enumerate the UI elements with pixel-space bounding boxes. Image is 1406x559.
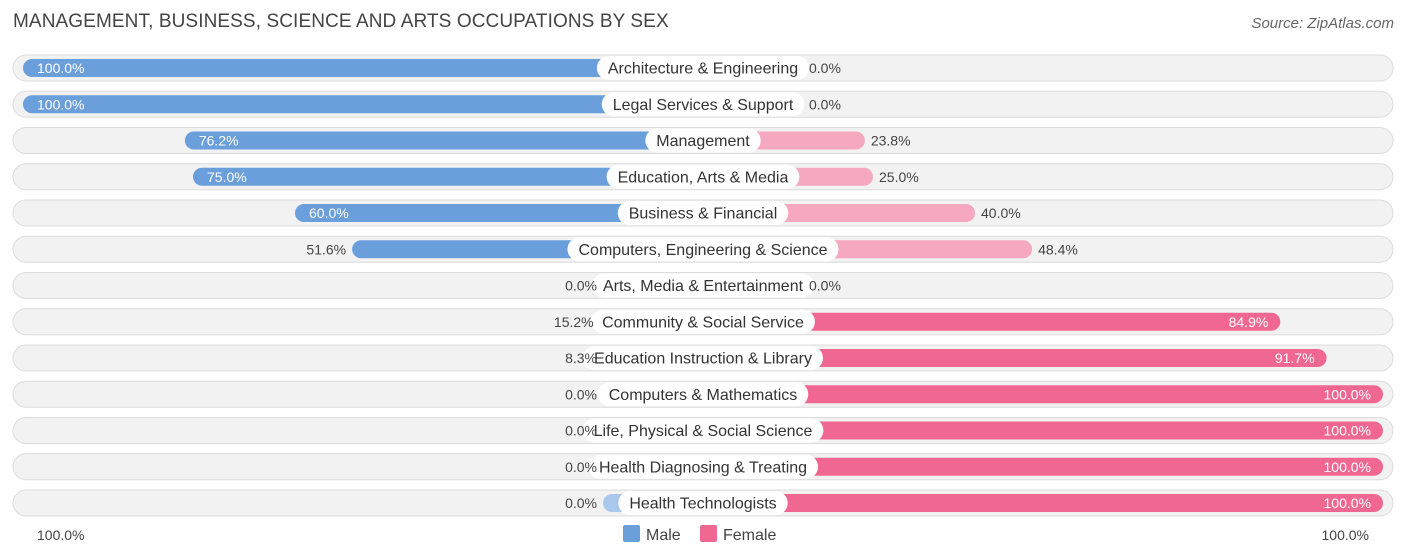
legend-swatch-female <box>700 525 717 542</box>
chart-row: Community & Social Service 15.2% 84.9% <box>12 308 1394 336</box>
data-label-male: 8.3% <box>565 350 597 366</box>
data-label-female: 84.9% <box>1229 314 1269 330</box>
category-label: Education, Arts & Media <box>618 169 789 186</box>
bar-female <box>703 312 1281 331</box>
data-label-female: 40.0% <box>981 205 1021 221</box>
category-label: Computers, Engineering & Science <box>578 242 827 259</box>
data-label-male: 60.0% <box>309 205 349 221</box>
category-label: Health Diagnosing & Treating <box>599 459 807 476</box>
chart-title: MANAGEMENT, BUSINESS, SCIENCE AND ARTS O… <box>13 11 669 32</box>
data-label-female: 0.0% <box>809 96 841 112</box>
chart-row: Legal Services & Support 100.0% 0.0% <box>12 90 1394 118</box>
chart-row: Education, Arts & Media 75.0% 25.0% <box>12 163 1394 191</box>
category-label: Education Instruction & Library <box>594 351 812 368</box>
data-label-male: 100.0% <box>37 96 84 112</box>
chart-row: Management 76.2% 23.8% <box>12 127 1394 154</box>
data-label-male: 51.6% <box>306 241 346 257</box>
chart-row: Computers & Mathematics 0.0% 100.0% <box>12 380 1394 408</box>
category-label-pill <box>645 128 761 153</box>
data-label-male: 75.0% <box>207 169 247 185</box>
category-label: Arts, Media & Entertainment <box>603 278 804 295</box>
data-label-female: 23.8% <box>871 133 911 149</box>
category-label: Computers & Mathematics <box>609 387 798 404</box>
data-label-female: 25.0% <box>879 169 919 185</box>
chart-row: Health Technologists 0.0% 100.0% <box>12 489 1394 517</box>
category-label: Management <box>656 133 750 150</box>
chart-row: Arts, Media & Entertainment 0.0% 0.0% <box>12 272 1394 299</box>
axis-label-right: 100.0% <box>1322 527 1369 543</box>
data-label-male: 0.0% <box>565 459 597 475</box>
data-label-male: 0.0% <box>565 423 597 439</box>
data-label-female: 100.0% <box>1324 386 1371 402</box>
category-label: Architecture & Engineering <box>608 61 798 78</box>
chart-row: Business & Financial 60.0% 40.0% <box>12 199 1394 227</box>
data-label-female: 100.0% <box>1324 459 1371 475</box>
chart-axis: 100.0% 100.0% <box>37 527 1369 543</box>
bar-male <box>184 131 704 150</box>
legend-label-female: Female <box>723 527 776 544</box>
data-label-female: 0.0% <box>809 278 841 294</box>
bar-male <box>23 95 703 114</box>
chart-row: Computers, Engineering & Science 51.6% 48.… <box>12 235 1394 263</box>
bar-female <box>703 385 1383 404</box>
data-label-male: 0.0% <box>565 495 597 511</box>
category-label: Business & Financial <box>629 206 778 223</box>
data-label-female: 48.4% <box>1038 241 1078 257</box>
category-label-pill <box>601 92 805 117</box>
category-label: Life, Physical & Social Science <box>594 423 813 440</box>
category-label-pill <box>617 201 789 225</box>
category-label-pill <box>591 273 815 298</box>
category-label-pill <box>583 346 823 370</box>
data-label-female: 91.7% <box>1275 350 1315 366</box>
category-label: Legal Services & Support <box>613 97 794 114</box>
bar-male <box>295 204 703 222</box>
data-label-male: 15.2% <box>554 314 594 330</box>
chart-row: Architecture & Engineering 100.0% 0.0% <box>12 54 1394 82</box>
data-label-male: 100.0% <box>37 60 84 76</box>
data-label-female: 100.0% <box>1324 423 1371 439</box>
legend-label-male: Male <box>646 527 681 544</box>
category-label: Health Technologists <box>629 496 776 513</box>
category-label-pill <box>596 56 810 80</box>
data-label-male: 0.0% <box>565 278 597 294</box>
data-label-female: 100.0% <box>1324 495 1371 511</box>
bar-female <box>703 457 1383 476</box>
source-credit: Source: ZipAtlas.com <box>1251 15 1394 32</box>
bar-male <box>193 167 703 186</box>
category-label: Community & Social Service <box>602 314 804 331</box>
bar-male <box>23 59 703 77</box>
legend: Male Female <box>623 525 776 544</box>
data-label-male: 0.0% <box>565 386 597 402</box>
data-label-female: 0.0% <box>809 60 841 76</box>
axis-label-left: 100.0% <box>37 527 84 543</box>
category-label-pill <box>591 309 815 334</box>
data-label-male: 76.2% <box>199 133 239 149</box>
bar-female <box>703 421 1383 440</box>
category-label-pill <box>582 418 824 443</box>
category-label-pill <box>567 237 839 262</box>
category-label-pill <box>587 454 819 479</box>
category-label-pill <box>597 382 809 407</box>
bar-female <box>703 494 1383 512</box>
legend-swatch-male <box>623 525 640 542</box>
category-label-pill <box>618 491 788 515</box>
bar-female <box>703 349 1327 367</box>
category-label-pill <box>606 164 800 189</box>
